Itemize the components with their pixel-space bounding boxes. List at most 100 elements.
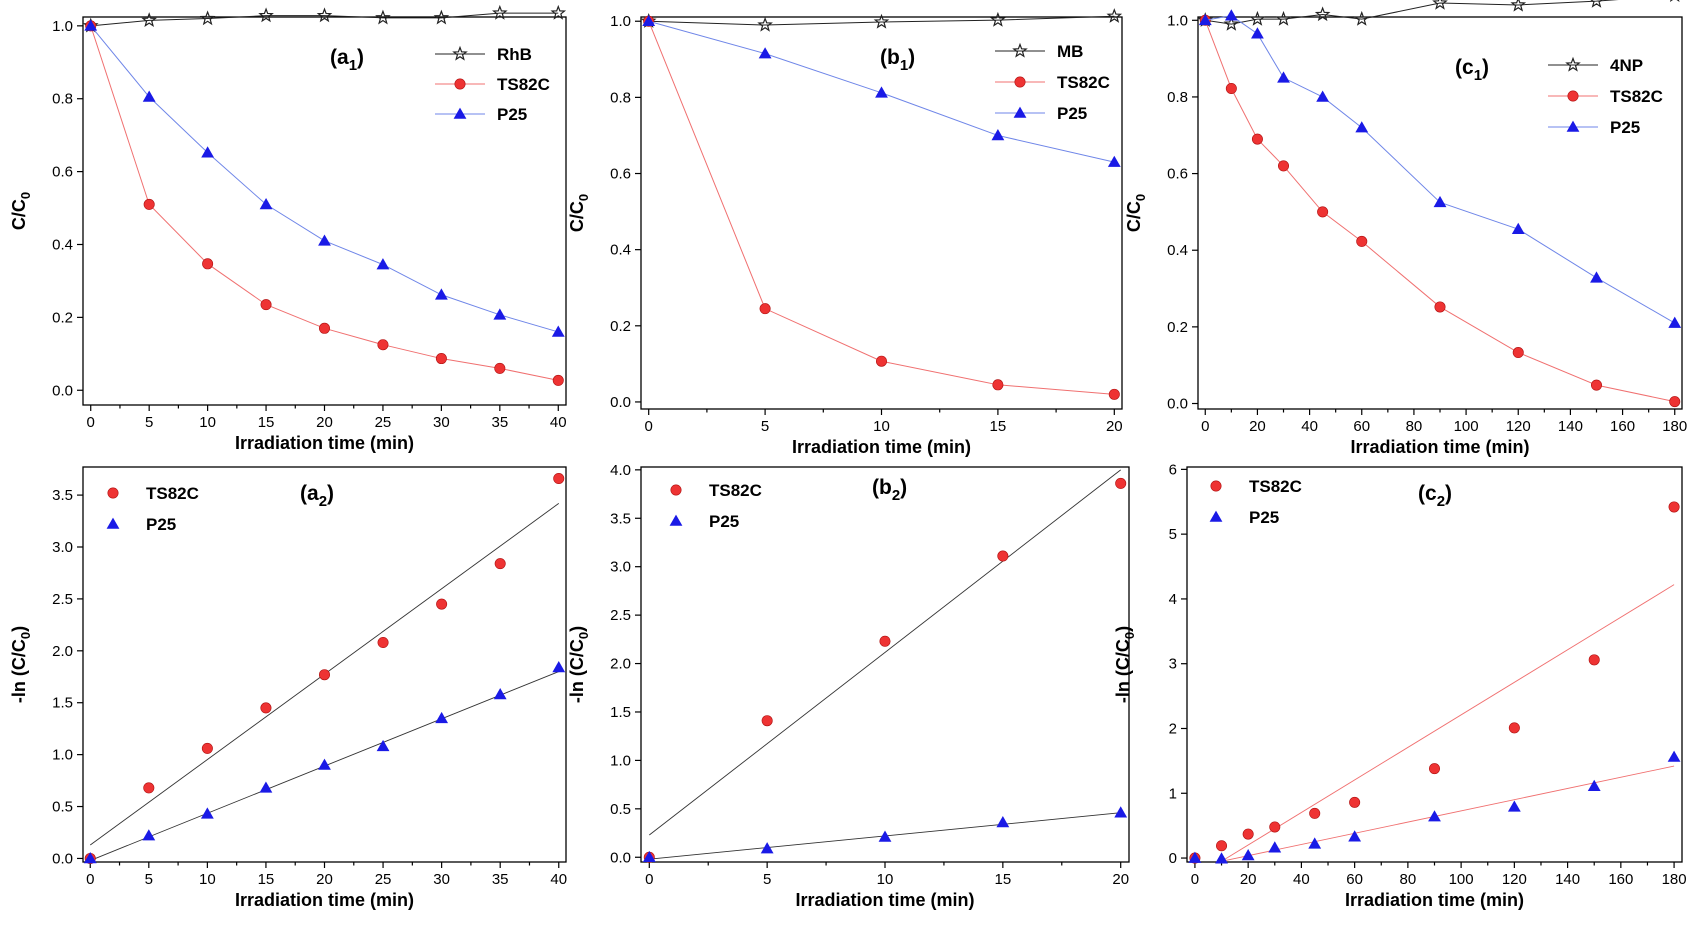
x-tick-label: 30 <box>433 414 450 431</box>
data-point-p25 <box>376 739 390 752</box>
data-point-ts82c <box>202 258 214 270</box>
data-point-ts82c <box>1512 347 1524 359</box>
panel-label: (c2) <box>1418 482 1452 510</box>
x-tick-label: 15 <box>258 414 275 431</box>
x-tick-label: 0 <box>645 418 653 435</box>
x-axis-title: Irradiation time (min) <box>1350 437 1529 457</box>
x-tick-label: 180 <box>1662 871 1687 888</box>
data-point-p25 <box>1215 852 1228 864</box>
data-point-ts82c <box>318 669 330 681</box>
x-tick-label: 160 <box>1608 871 1633 888</box>
data-point-rhb <box>199 10 216 26</box>
x-tick-label: 20 <box>316 414 333 431</box>
data-point-ts82c <box>494 558 506 570</box>
y-axis-title-main: -ln (C/C <box>567 639 587 703</box>
chart-a2: 0 5 10 15 20 25 30 35 400.00.51.01.52.02.53.03.5… <box>9 466 567 910</box>
legend-label-ts82c: TS82C <box>1057 73 1110 92</box>
legend-marker-p25 <box>1209 510 1223 522</box>
legend-marker-ts82c <box>1567 90 1579 102</box>
y-tick-label: 0.8 <box>610 89 631 106</box>
data-point-p25 <box>201 146 215 158</box>
data-point-ts82c <box>1429 763 1441 775</box>
y-tick-label: 0.8 <box>52 91 73 108</box>
x-tick-label: 35 <box>492 871 509 888</box>
panel-label: (b1) <box>880 46 915 74</box>
data-point-4np <box>1249 10 1266 26</box>
x-tick-label: 5 <box>145 414 153 431</box>
series-line-p25 <box>90 25 559 333</box>
data-point-ts82c <box>201 742 213 754</box>
data-point-ts82c <box>1269 821 1281 833</box>
panel-label: (c1) <box>1455 56 1489 84</box>
data-point-ts82c <box>1108 388 1120 400</box>
panel-label-main: (b <box>880 46 900 69</box>
legend-marker-p25 <box>669 514 683 526</box>
y-tick-label: 0.4 <box>52 236 73 253</box>
y-axis-title: -ln (C/C0) <box>9 626 33 703</box>
panel-label-subscript: 2 <box>1437 493 1445 510</box>
data-point-p25 <box>200 807 214 819</box>
panel-label: (b2) <box>872 476 907 504</box>
x-tick-label: 0 <box>645 871 653 888</box>
data-point-p25 <box>83 852 97 864</box>
data-point-rhb <box>316 7 333 23</box>
data-point-ts82c <box>553 472 565 484</box>
data-point-p25 <box>758 47 772 59</box>
data-point-ts82c <box>761 715 773 727</box>
y-axis-title-subscript: 0 <box>18 632 33 639</box>
y-tick-label: 0.5 <box>610 801 631 818</box>
x-tick-label: 10 <box>199 414 216 431</box>
data-point-p25 <box>259 198 273 210</box>
data-point-p25 <box>259 781 273 793</box>
x-tick-label: 0 <box>1191 871 1199 888</box>
y-axis-title-suffix: ) <box>9 626 29 632</box>
x-tick-label: 25 <box>375 414 392 431</box>
y-tick-label: 0.6 <box>1167 166 1188 183</box>
legend-label-p25: P25 <box>709 512 739 531</box>
panel-label-subscript: 1 <box>349 57 357 74</box>
data-point-4np <box>1590 0 1603 8</box>
data-point-mb <box>873 13 890 29</box>
data-point-p25 <box>1188 851 1202 863</box>
y-tick-label: 1.0 <box>52 18 73 35</box>
chart-c1: 0 20 40 60 80 100 120 140 160 180 0.0 0.2 0.4 0.6 0.8 1… <box>1124 0 1687 457</box>
data-point-ts82c <box>1668 501 1680 513</box>
x-axis-title: Irradiation time (min) <box>1345 890 1524 910</box>
legend-label-mb: MB <box>1057 42 1083 61</box>
x-tick-label: 20 <box>1106 418 1123 435</box>
y-tick-label: 1.5 <box>52 695 73 712</box>
data-point-p25 <box>1316 90 1330 102</box>
x-tick-label: 5 <box>145 871 153 888</box>
x-tick-label: 25 <box>375 871 392 888</box>
y-axis-title-main: -ln (C/C <box>9 639 29 703</box>
x-tick-label: 180 <box>1662 418 1687 435</box>
y-axis-title-suffix: ) <box>1113 626 1133 632</box>
data-point-ts82c <box>260 702 272 714</box>
data-point-p25 <box>1107 155 1121 167</box>
data-point-mb <box>757 16 773 32</box>
data-point-p25 <box>875 86 888 98</box>
data-point-p25 <box>1433 195 1447 208</box>
data-point-p25 <box>1511 222 1525 234</box>
x-tick-label: 80 <box>1406 418 1423 435</box>
panel-label-subscript: 1 <box>1474 67 1482 84</box>
x-axis-title: Irradiation time (min) <box>792 437 971 457</box>
data-point-p25 <box>1251 27 1264 39</box>
series-line-ts82c <box>1204 20 1675 403</box>
y-tick-label: 1.0 <box>1167 12 1188 29</box>
legend-label-p25: P25 <box>146 515 176 534</box>
data-point-ts82c <box>377 637 389 649</box>
data-point-ts82c <box>759 303 771 315</box>
data-point-p25 <box>434 288 448 300</box>
data-point-ts82c <box>1242 828 1254 840</box>
data-point-p25 <box>493 688 507 700</box>
data-point-ts82c <box>1278 160 1290 172</box>
data-point-ts82c <box>1317 206 1329 218</box>
data-point-4np <box>1510 0 1527 12</box>
y-tick-label: 1.0 <box>610 13 631 30</box>
y-axis-title: C/C0 <box>1124 194 1148 232</box>
y-axis-title-subscript: 0 <box>18 192 33 199</box>
series-line-mb <box>648 15 1115 26</box>
y-tick-label: 1.0 <box>52 747 73 764</box>
x-tick-label: 30 <box>433 871 450 888</box>
